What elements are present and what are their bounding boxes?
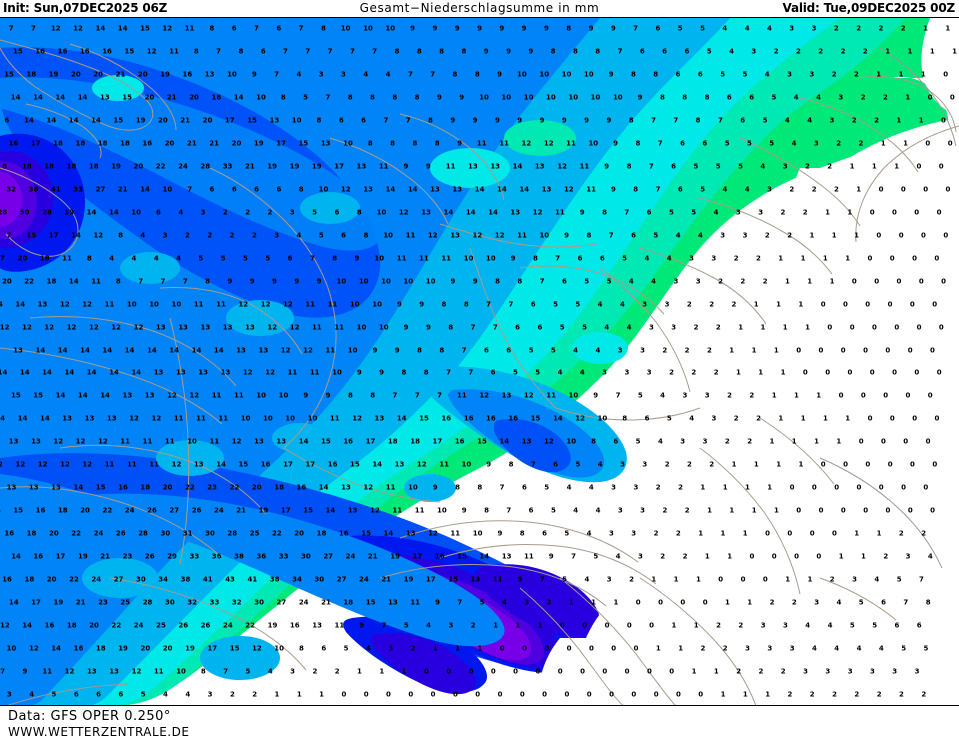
website-label: WWW.WETTERZENTRALE.DE bbox=[8, 725, 190, 739]
coastline bbox=[7, 47, 957, 705]
precipitation-map[interactable]: 7 7 12 12 14 14 15 12 11 8 6 7 6 7 8 10 10 10 9 9 9 9 9 9 9 8 9 9 7 6… bbox=[0, 17, 959, 705]
contour-fill-group bbox=[0, 18, 959, 705]
page-title: Gesamt−Niederschlagsumme in mm bbox=[359, 1, 600, 15]
map-footer: Data: GFS OPER 0.250° WWW.WETTERZENTRALE… bbox=[0, 705, 959, 741]
init-time-label: Init: Sun,07DEC2025 06Z bbox=[3, 1, 168, 15]
valid-time-label: Valid: Tue,09DEC2025 00Z bbox=[782, 1, 956, 15]
map-field-svg bbox=[0, 18, 959, 705]
map-header: Init: Sun,07DEC2025 06Z Gesamt−Niedersch… bbox=[0, 0, 959, 17]
data-source-label: Data: GFS OPER 0.250° bbox=[8, 709, 171, 724]
country-borders bbox=[0, 39, 959, 705]
